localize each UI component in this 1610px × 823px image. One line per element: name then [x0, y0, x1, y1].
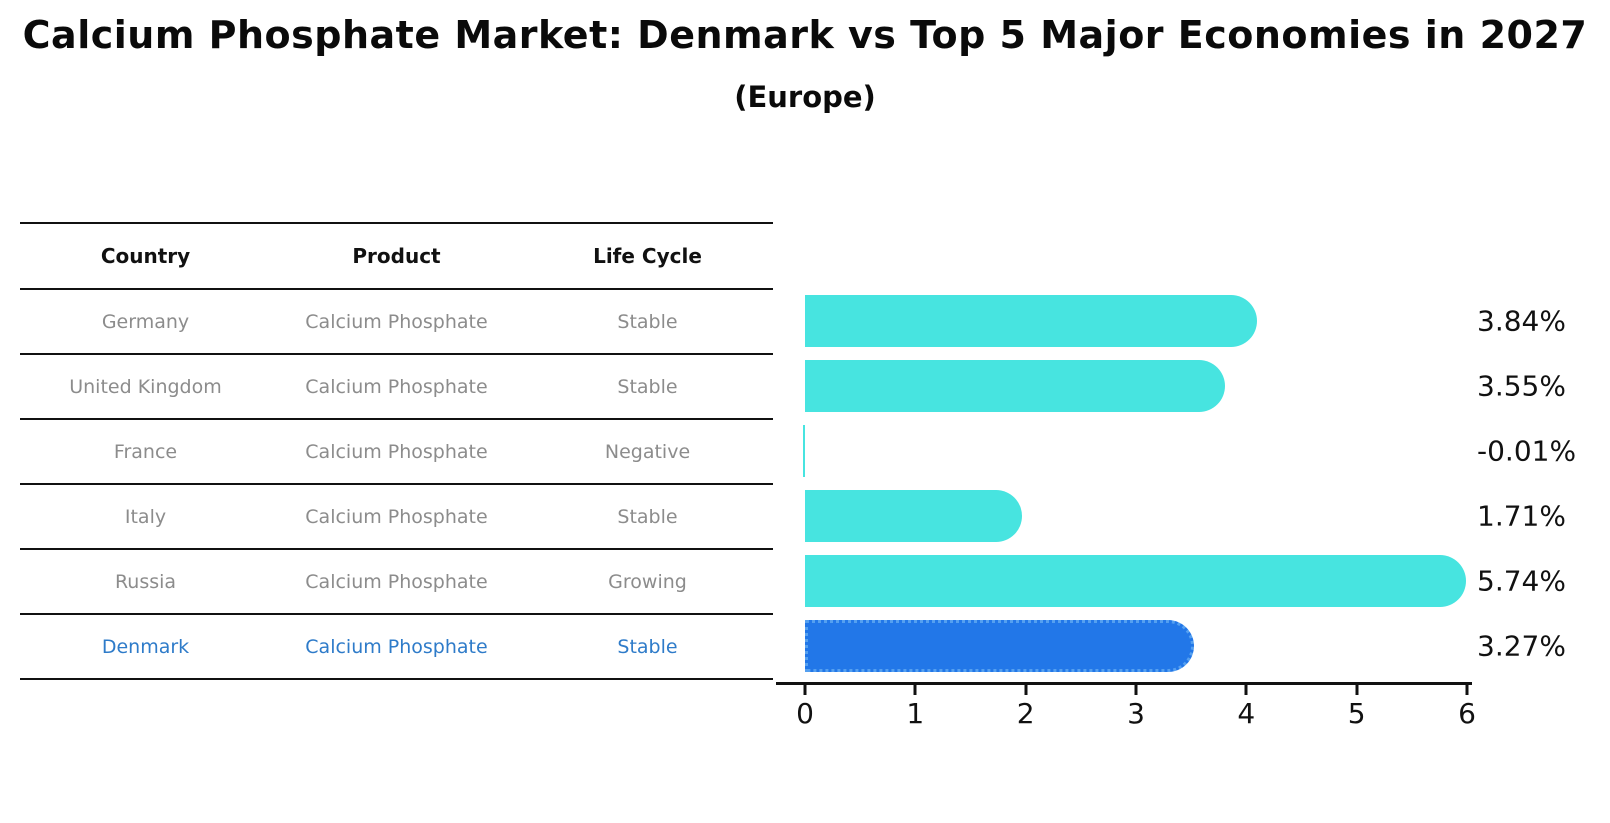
x-tick-label: 3	[1127, 697, 1145, 730]
x-tick-label: 0	[796, 697, 814, 730]
comparison-table: Country Product Life Cycle Germany Calci…	[20, 222, 773, 680]
x-tick-mark	[1465, 685, 1469, 695]
x-tick-label: 4	[1237, 697, 1256, 730]
value-label-france: -0.01%	[1477, 434, 1577, 467]
cell-product: Calcium Phosphate	[305, 570, 488, 593]
cell-country: Germany	[101, 310, 190, 333]
table-row-united-kingdom: United Kingdom Calcium Phosphate Stable	[20, 355, 773, 420]
cell-country: France	[113, 440, 178, 463]
x-tick-mark	[1134, 685, 1138, 695]
bar-united-kingdom	[805, 359, 1225, 412]
cell-country: Italy	[124, 505, 167, 528]
x-axis-line	[776, 682, 1472, 685]
value-label-united-kingdom: 3.55%	[1477, 369, 1566, 402]
cell-product: Calcium Phosphate	[305, 375, 488, 398]
column-header-life-cycle: Life Cycle	[593, 244, 702, 268]
table-row-denmark: Denmark Calcium Phosphate Stable	[20, 615, 773, 680]
cell-life-cycle: Negative	[604, 440, 691, 463]
table-row-russia: Russia Calcium Phosphate Growing	[20, 550, 773, 615]
x-tick-mark	[913, 685, 917, 695]
cell-life-cycle: Stable	[617, 635, 678, 658]
column-header-product: Product	[352, 244, 441, 268]
cell-life-cycle: Stable	[617, 310, 678, 333]
table-row-italy: Italy Calcium Phosphate Stable	[20, 485, 773, 550]
bar-denmark	[805, 619, 1194, 672]
cell-country: Russia	[114, 570, 177, 593]
value-label-russia: 5.74%	[1477, 564, 1566, 597]
x-tick-mark	[1244, 685, 1248, 695]
value-label-germany: 3.84%	[1477, 304, 1566, 337]
cell-country: Denmark	[101, 635, 190, 658]
cell-country: United Kingdom	[69, 375, 222, 398]
value-label-italy: 1.71%	[1477, 499, 1566, 532]
bar-france	[803, 424, 805, 477]
page-title: Calcium Phosphate Market: Denmark vs Top…	[22, 13, 1588, 57]
column-header-country: Country	[100, 244, 191, 268]
bar-germany	[805, 294, 1257, 347]
cell-life-cycle: Stable	[617, 505, 678, 528]
cell-product: Calcium Phosphate	[305, 310, 488, 333]
x-tick-label: 2	[1016, 697, 1035, 730]
cell-life-cycle: Growing	[608, 570, 687, 593]
x-tick-label: 1	[906, 697, 925, 730]
x-tick-mark	[1355, 685, 1359, 695]
table-row-germany: Germany Calcium Phosphate Stable	[20, 290, 773, 355]
table-header-row: Country Product Life Cycle	[20, 224, 773, 290]
cell-product: Calcium Phosphate	[305, 505, 488, 528]
x-tick-label: 6	[1458, 697, 1476, 730]
bar-italy	[805, 489, 1022, 542]
cell-product: Calcium Phosphate	[305, 635, 488, 658]
table-row-france: France Calcium Phosphate Negative	[20, 420, 773, 485]
value-label-denmark: 3.27%	[1477, 629, 1566, 662]
bar-russia	[805, 554, 1467, 607]
cell-product: Calcium Phosphate	[305, 440, 488, 463]
x-tick-mark	[803, 685, 807, 695]
x-tick-mark	[1024, 685, 1028, 695]
cell-life-cycle: Stable	[617, 375, 678, 398]
x-tick-label: 5	[1347, 697, 1366, 730]
page-subtitle: (Europe)	[734, 80, 876, 114]
